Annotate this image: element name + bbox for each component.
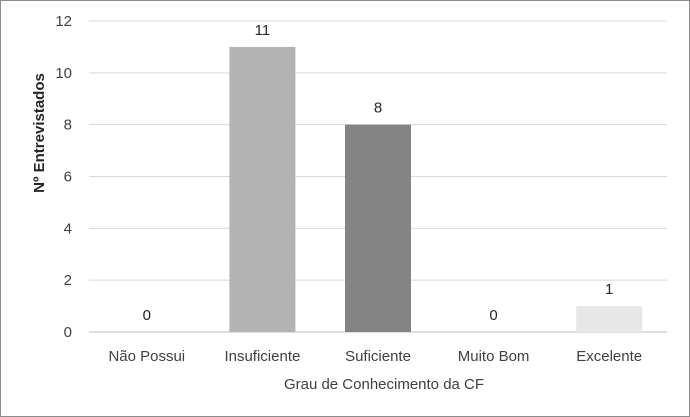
x-tick-label: Muito Bom (458, 348, 530, 365)
y-tick-label: 8 (64, 117, 72, 134)
x-tick-label: Não Possui (108, 348, 185, 365)
x-tick-label: Insuficiente (224, 348, 300, 365)
bar (576, 306, 643, 332)
data-label: 11 (255, 22, 271, 39)
y-axis-title: Nº Entrevistados (31, 73, 48, 193)
data-label: 0 (489, 307, 497, 324)
x-tick-label: Suficiente (345, 348, 411, 365)
y-tick-label: 12 (55, 13, 72, 30)
y-tick-label: 6 (64, 169, 72, 186)
y-tick-label: 4 (64, 220, 72, 237)
bar (345, 124, 411, 333)
data-label: 0 (143, 307, 151, 324)
bars (229, 46, 643, 333)
y-axis-tick-labels: 0 2 4 6 8 10 12 (55, 13, 72, 341)
data-labels: 0 11 8 0 1 (143, 22, 614, 324)
bar (229, 46, 296, 333)
x-axis-tick-labels: Não Possui Insuficiente Suficiente Muito Bo… (108, 348, 642, 365)
y-tick-label: 0 (64, 324, 72, 341)
x-axis-title: Grau de Conhecimento da CF (284, 376, 484, 393)
data-label: 1 (605, 281, 613, 298)
data-label: 8 (374, 100, 382, 117)
y-tick-label: 10 (55, 65, 72, 82)
y-tick-label: 2 (64, 272, 72, 289)
x-tick-label: Excelente (576, 348, 642, 365)
